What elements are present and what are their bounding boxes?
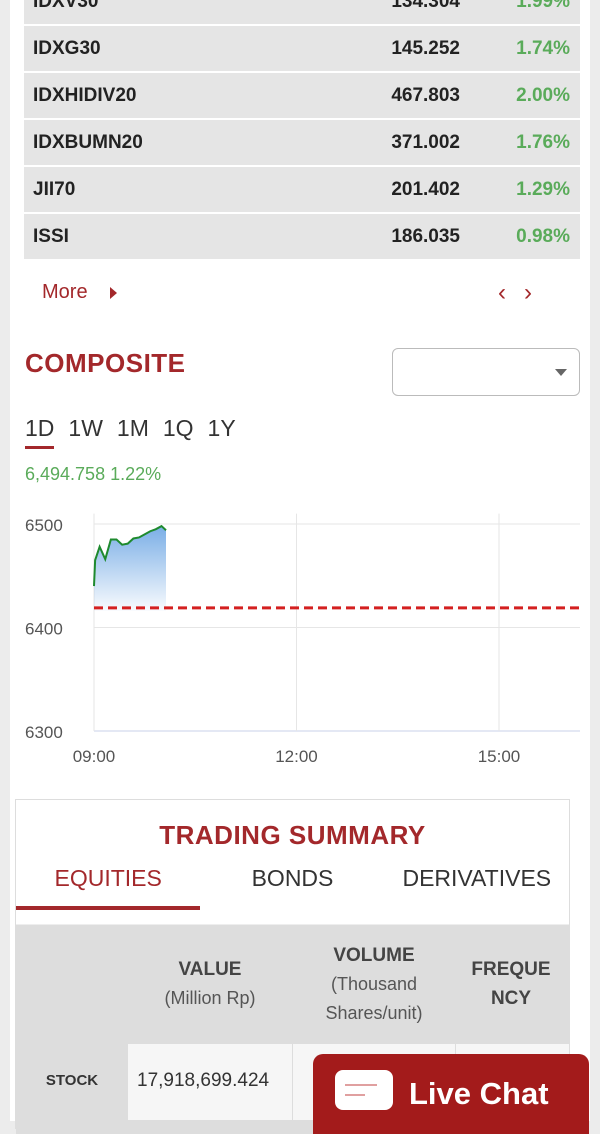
header-sub: (Thousand Shares/unit) bbox=[325, 974, 423, 1023]
chevron-down-icon bbox=[555, 369, 567, 376]
summary-tabs: EQUITIES BONDS DERIVATIVES bbox=[16, 865, 569, 910]
index-name: ISSI bbox=[33, 225, 69, 247]
index-name: IDXHIDIV20 bbox=[33, 84, 137, 106]
composite-title: COMPOSITE bbox=[25, 348, 186, 378]
last-value: 6,494.758 1.22% bbox=[25, 464, 162, 484]
y-tick-label: 6500 bbox=[25, 516, 63, 535]
table-row[interactable]: IDXG30 145.252 1.74% bbox=[24, 26, 580, 71]
area-fill bbox=[94, 526, 166, 611]
y-tick-label: 6300 bbox=[25, 723, 63, 742]
tab-equities[interactable]: EQUITIES bbox=[16, 865, 201, 910]
index-table: IDXV30 134.304 1.99% IDXG30 145.252 1.74% ID… bbox=[24, 0, 580, 261]
table-row[interactable]: ISSI 186.035 0.98% bbox=[24, 214, 580, 259]
more-label: More bbox=[42, 281, 88, 303]
index-name: IDXG30 bbox=[33, 37, 101, 59]
x-tick-label: 09:00 bbox=[73, 747, 116, 766]
table-header: VALUE (Million Rp) VOLUME (Thousand Shares… bbox=[16, 924, 569, 1044]
header-title: VALUE bbox=[178, 959, 242, 980]
index-name: IDXV30 bbox=[33, 0, 99, 12]
index-value: 371.002 bbox=[391, 131, 460, 153]
index-value: 467.803 bbox=[391, 84, 460, 106]
index-change: 1.76% bbox=[516, 131, 570, 153]
chat-bubble-icon bbox=[335, 1070, 393, 1110]
tab-1q[interactable]: 1Q bbox=[162, 415, 194, 441]
header-title: VOLUME bbox=[333, 945, 415, 966]
index-value: 145.252 bbox=[391, 37, 460, 59]
caret-right-icon bbox=[109, 286, 117, 299]
index-value: 134.304 bbox=[391, 0, 460, 12]
period-tabs: 1D 1W 1M 1Q 1Y bbox=[25, 415, 236, 449]
row-label: STOCK bbox=[45, 1072, 99, 1089]
x-tick-label: 12:00 bbox=[275, 747, 318, 766]
pager: ‹ › bbox=[498, 279, 532, 307]
index-value: 186.035 bbox=[391, 225, 460, 247]
more-link[interactable]: More bbox=[42, 281, 117, 304]
index-change: 0.98% bbox=[516, 225, 570, 247]
header-volume: VOLUME (Thousand Shares/unit) bbox=[293, 941, 455, 1028]
index-name: IDXBUMN20 bbox=[33, 131, 143, 153]
composite-chart: 6300 6400 6500 09:00 12:00 15:00 bbox=[25, 513, 580, 766]
index-change: 1.99% bbox=[516, 0, 570, 12]
table-row[interactable]: IDXBUMN20 371.002 1.76% bbox=[24, 120, 580, 165]
price-line bbox=[93, 524, 167, 587]
live-chat-label: Live Chat bbox=[409, 1076, 549, 1111]
table-row[interactable]: IDXV30 134.304 1.99% bbox=[24, 0, 580, 24]
index-value: 201.402 bbox=[391, 178, 460, 200]
index-change: 1.74% bbox=[516, 37, 570, 59]
tab-1m[interactable]: 1M bbox=[116, 415, 149, 441]
x-tick-label: 15:00 bbox=[478, 747, 521, 766]
row-value: 17,918,699.424 bbox=[128, 1044, 292, 1120]
table-row[interactable]: IDXHIDIV20 467.803 2.00% bbox=[24, 73, 580, 118]
next-button[interactable]: › bbox=[524, 279, 532, 306]
tab-1d[interactable]: 1D bbox=[25, 415, 55, 449]
y-tick-label: 6400 bbox=[25, 620, 63, 639]
tab-bonds[interactable]: BONDS bbox=[251, 865, 334, 891]
header-title: FREQUE NCY bbox=[471, 959, 551, 1009]
index-change: 2.00% bbox=[516, 84, 570, 106]
prev-button[interactable]: ‹ bbox=[498, 279, 506, 306]
live-chat-button[interactable]: Live Chat bbox=[313, 1054, 589, 1134]
index-select[interactable] bbox=[392, 348, 580, 396]
table-row[interactable]: JII70 201.402 1.29% bbox=[24, 167, 580, 212]
trading-summary-title: TRADING SUMMARY bbox=[159, 820, 426, 850]
tab-derivatives[interactable]: DERIVATIVES bbox=[402, 865, 552, 891]
header-value: VALUE (Million Rp) bbox=[128, 955, 292, 1013]
header-frequency: FREQUE NCY bbox=[466, 955, 556, 1013]
index-change: 1.29% bbox=[516, 178, 570, 200]
tab-1y[interactable]: 1Y bbox=[207, 415, 236, 441]
header-sub: (Million Rp) bbox=[164, 988, 256, 1008]
index-name: JII70 bbox=[33, 178, 76, 200]
tab-1w[interactable]: 1W bbox=[68, 415, 103, 441]
